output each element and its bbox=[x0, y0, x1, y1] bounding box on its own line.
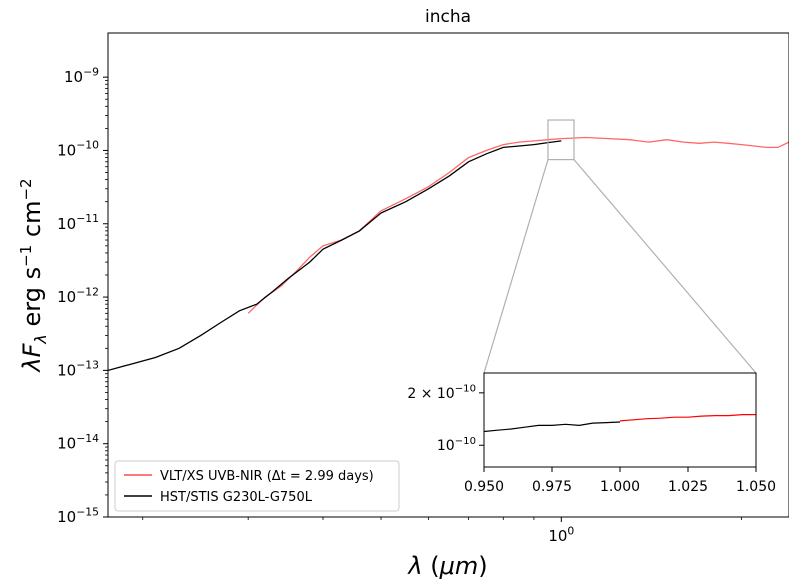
x-tick-label: 100 bbox=[548, 524, 574, 545]
inset-x-tick-label: 1.025 bbox=[668, 479, 708, 495]
inset-x-tick-label: 1.050 bbox=[736, 479, 776, 495]
inset-x-tick-label: 1.000 bbox=[600, 479, 640, 495]
inset-y-tick-label: 10−10 bbox=[437, 436, 476, 454]
inset-series-vlt-line bbox=[619, 414, 756, 422]
inset-plot: 0.950 0.975 1.000 1.025 1.050 10−10 2 × 10−10 bbox=[407, 372, 776, 495]
y-tick-label: 10−10 bbox=[57, 139, 99, 160]
zoom-region-box bbox=[547, 119, 575, 161]
series-hst-line bbox=[108, 140, 562, 372]
legend-label-vlt: VLT/XS UVB-NIR (Δt = 2.99 days) bbox=[160, 469, 374, 484]
y-tick-label: 10−14 bbox=[57, 432, 99, 453]
y-tick-label: 10−15 bbox=[57, 505, 99, 526]
zoom-connector-left bbox=[483, 159, 549, 374]
inset-series-hst-line bbox=[484, 421, 621, 433]
inset-y-tick-label: 2 × 10−10 bbox=[407, 384, 476, 402]
y-tick-label: 10−12 bbox=[57, 285, 99, 306]
zoom-connector-right bbox=[573, 159, 757, 374]
y-axis-label: λFλ erg s−1 cm−2 bbox=[17, 178, 50, 373]
x-axis-label: λ (μm) bbox=[406, 552, 487, 580]
series-vlt-line bbox=[247, 136, 789, 314]
inset-x-tick-label: 0.975 bbox=[532, 479, 572, 495]
legend: VLT/XS UVB-NIR (Δt = 2.99 days) HST/STIS… bbox=[114, 460, 400, 512]
legend-label-hst: HST/STIS G230L-G750L bbox=[160, 490, 313, 505]
inset-x-tick-label: 0.950 bbox=[464, 479, 504, 495]
y-tick-label: 10−9 bbox=[64, 65, 99, 86]
y-tick-label: 10−13 bbox=[57, 359, 99, 380]
y-tick-label: 10−11 bbox=[57, 212, 99, 233]
chart-title: incha bbox=[425, 7, 471, 27]
legend-box bbox=[114, 460, 400, 512]
main-plot: 10−15 10−14 10−13 10−12 10−11 10−10 10−9 100 bbox=[57, 32, 789, 545]
zoom-indicator bbox=[483, 119, 757, 374]
